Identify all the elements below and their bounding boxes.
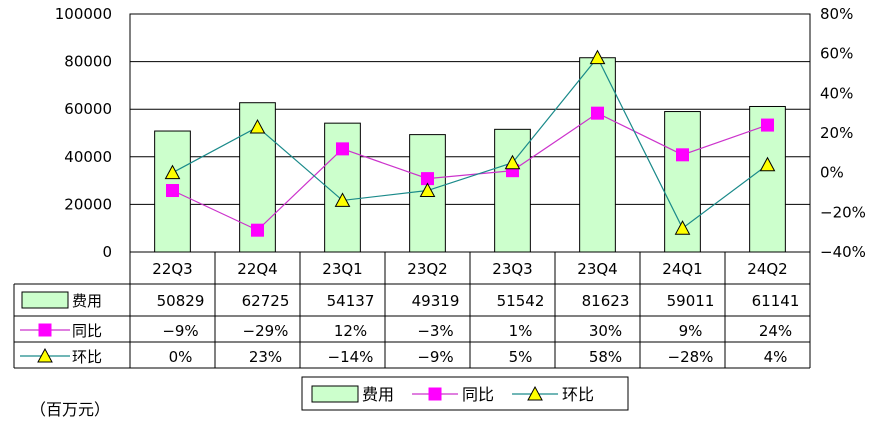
qoq-point (674, 220, 691, 235)
legend-key-marker (527, 385, 543, 401)
data-label: −29% (243, 322, 289, 340)
data-label: 9% (679, 322, 703, 340)
qoq-point (759, 156, 776, 172)
series-line (172, 56, 768, 230)
data-label: 49319 (412, 292, 460, 310)
bar (494, 128, 531, 253)
y-left-tick-label: 0 (102, 243, 112, 261)
y-left-tick-label: 60000 (64, 100, 112, 118)
yoy-point (251, 223, 264, 237)
data-label: 61141 (752, 292, 800, 310)
data-label: −9% (162, 322, 198, 340)
table-row-name: 环比 (72, 348, 102, 366)
data-label: −28% (668, 348, 714, 366)
qoq-point (334, 192, 351, 207)
data-label: −3% (417, 322, 453, 340)
plot-area (129, 13, 811, 253)
data-label: 58% (589, 348, 622, 366)
table-row-name: 同比 (72, 322, 102, 340)
y-left-tick-label: 80000 (64, 53, 112, 71)
series-lines (164, 49, 776, 237)
legend-label: 费用 (362, 385, 394, 404)
data-label: 62725 (242, 292, 290, 310)
qoq-point (164, 164, 181, 180)
yoy-point (336, 142, 349, 156)
legend-key-marker (428, 387, 442, 401)
x-tick-label: 23Q1 (322, 260, 362, 278)
yoy-point (761, 118, 774, 132)
x-tick-label: 23Q4 (577, 260, 617, 278)
data-label: 59011 (667, 292, 715, 310)
x-tick-label: 24Q1 (662, 260, 702, 278)
unit-label: （百万元） (30, 400, 111, 419)
data-label: 30% (589, 322, 622, 340)
y-right-tick-label: −20% (820, 203, 866, 221)
y-right-tick-label: 40% (820, 84, 853, 102)
data-label: 4% (764, 348, 788, 366)
data-label: 1% (509, 322, 533, 340)
y-left-tick-label: 100000 (55, 5, 112, 23)
data-label: −14% (328, 348, 374, 366)
data-label: 23% (249, 348, 282, 366)
legend-key-bar (311, 385, 359, 403)
table-key-marker (38, 323, 52, 337)
data-label: 50829 (157, 292, 205, 310)
data-label: 5% (509, 348, 533, 366)
x-tick-label: 23Q2 (407, 260, 447, 278)
bar (579, 57, 616, 253)
y-left-tick-label: 40000 (64, 148, 112, 166)
y-right-tick-label: −40% (820, 243, 866, 261)
data-label: 81623 (582, 292, 630, 310)
x-tick-label: 22Q4 (237, 260, 277, 278)
legend: 费用 同比 环比 (301, 376, 629, 411)
qoq-point (249, 118, 266, 134)
data-label: 51542 (497, 292, 545, 310)
legend-label: 同比 (462, 385, 494, 404)
data-label: 24% (759, 322, 792, 340)
data-label: 54137 (327, 292, 375, 310)
data-label: 12% (334, 322, 367, 340)
data-label: 0% (169, 348, 193, 366)
yoy-point (676, 148, 689, 162)
y-right-tick-label: 80% (820, 5, 853, 23)
data-table: 22Q3 22Q4 23Q1 23Q2 23Q3 23Q4 24Q1 24Q2 费用 50829 6… (13, 251, 811, 369)
qoq-point (504, 154, 521, 170)
axes: 100000 80000 60000 40000 20000 0 80% 60% 40% 20% 0… (55, 5, 866, 261)
x-tick-label: 22Q3 (152, 260, 192, 278)
table-row-name: 费用 (72, 292, 102, 310)
data-label: −9% (417, 348, 453, 366)
y-right-tick-label: 20% (820, 124, 853, 142)
gridlines (129, 13, 811, 253)
table-key-bar (21, 291, 69, 309)
y-right-tick-label: 60% (820, 45, 853, 63)
yoy-point (591, 106, 604, 120)
y-left-tick-label: 20000 (64, 195, 112, 213)
y-right-tick-label: 0% (820, 164, 844, 182)
x-tick-label: 24Q2 (747, 260, 787, 278)
qoq-point (589, 49, 606, 65)
series-line (172, 112, 768, 231)
table-key-marker (37, 347, 53, 363)
yoy-point (166, 184, 179, 198)
qoq-point (419, 182, 436, 198)
x-tick-label: 23Q3 (492, 260, 532, 278)
bars (154, 57, 786, 253)
legend-label: 环比 (562, 385, 594, 404)
